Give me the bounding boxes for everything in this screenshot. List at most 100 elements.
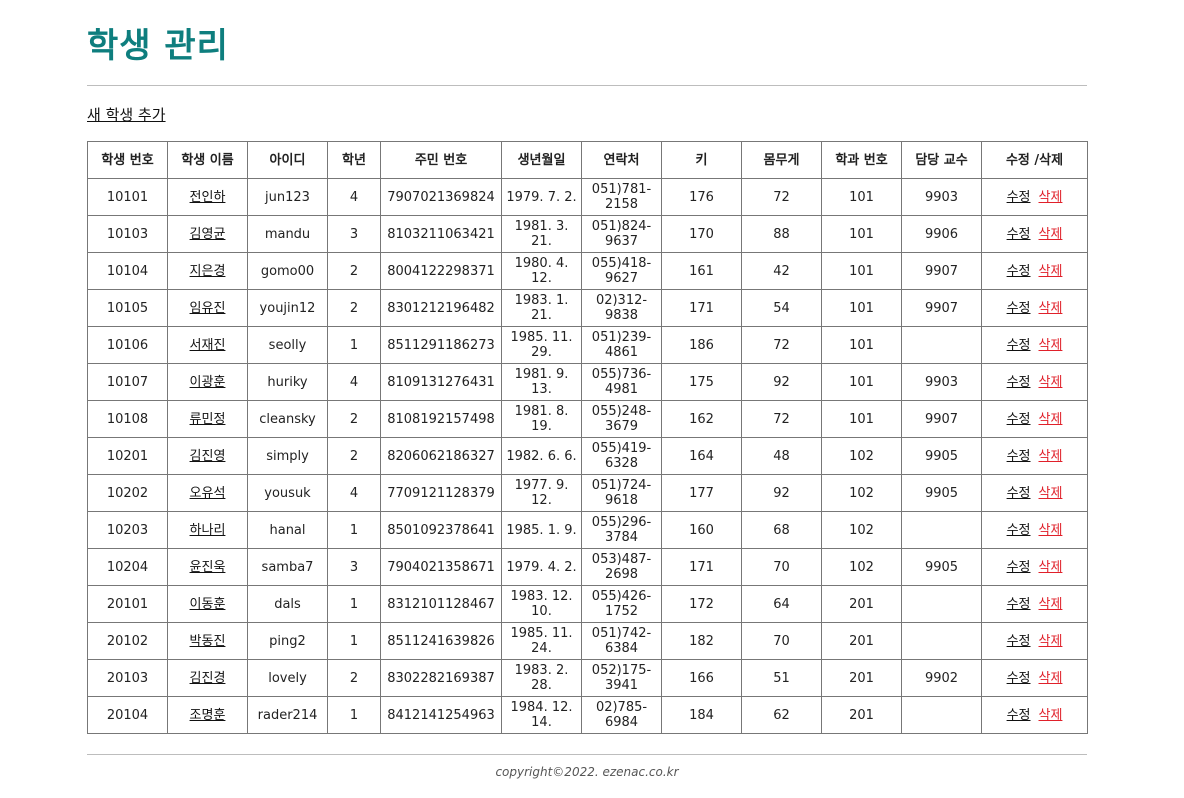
- delete-link[interactable]: 삭제: [1038, 411, 1063, 427]
- cell-resident-no: 7907021369824: [380, 178, 502, 216]
- edit-link[interactable]: 수정: [1006, 670, 1031, 686]
- edit-link[interactable]: 수정: [1006, 374, 1031, 390]
- cell-student-name[interactable]: 지은경: [167, 252, 248, 290]
- cell-resident-no: 8108192157498: [380, 400, 502, 438]
- delete-link[interactable]: 삭제: [1038, 300, 1063, 316]
- cell-weight: 72: [741, 400, 822, 438]
- student-name-link[interactable]: 이광훈: [189, 374, 226, 390]
- edit-link[interactable]: 수정: [1006, 189, 1031, 205]
- cell-height: 164: [661, 437, 742, 475]
- cell-professor: 9902: [901, 659, 982, 697]
- cell-user-id: dals: [247, 585, 328, 623]
- student-name-link[interactable]: 박동진: [189, 633, 226, 649]
- delete-link[interactable]: 삭제: [1038, 337, 1063, 353]
- cell-student-name[interactable]: 오유석: [167, 474, 248, 512]
- student-name-link[interactable]: 윤진욱: [189, 559, 226, 575]
- add-student-link[interactable]: 새 학생 추가: [87, 106, 166, 124]
- cell-student-name[interactable]: 류민정: [167, 400, 248, 438]
- delete-link[interactable]: 삭제: [1038, 189, 1063, 205]
- edit-link[interactable]: 수정: [1006, 485, 1031, 501]
- delete-link[interactable]: 삭제: [1038, 374, 1063, 390]
- cell-grade: 1: [327, 585, 381, 623]
- cell-actions: 수정 삭제: [981, 252, 1088, 290]
- cell-actions: 수정 삭제: [981, 215, 1088, 253]
- student-name-link[interactable]: 서재진: [189, 337, 226, 353]
- cell-student-name[interactable]: 임유진: [167, 289, 248, 327]
- delete-link[interactable]: 삭제: [1038, 263, 1063, 279]
- student-name-link[interactable]: 오유석: [189, 485, 226, 501]
- cell-dept-no: 101: [821, 178, 902, 216]
- cell-resident-no: 8302282169387: [380, 659, 502, 697]
- table-row: 10108 류민정 cleansky 2 8108192157498 1981. 8. 1…: [87, 400, 1088, 438]
- table-header-row: 학생 번호 학생 이름 아이디 학년 주민 번호 생년월일 연락처 키 몸무게 …: [87, 141, 1088, 179]
- delete-link[interactable]: 삭제: [1038, 522, 1063, 538]
- student-name-link[interactable]: 임유진: [189, 300, 226, 316]
- delete-link[interactable]: 삭제: [1038, 226, 1063, 242]
- cell-student-no: 10101: [87, 178, 168, 216]
- student-name-link[interactable]: 전인하: [189, 189, 226, 205]
- student-name-link[interactable]: 지은경: [189, 263, 226, 279]
- table-row: 20103 김진경 lovely 2 8302282169387 1983. 2. 28.…: [87, 659, 1088, 697]
- cell-student-name[interactable]: 전인하: [167, 178, 248, 216]
- cell-resident-no: 8412141254963: [380, 696, 502, 734]
- delete-link[interactable]: 삭제: [1038, 596, 1063, 612]
- table-row: 10106 서재진 seolly 1 8511291186273 1985. 11. 29…: [87, 326, 1088, 364]
- edit-link[interactable]: 수정: [1006, 411, 1031, 427]
- cell-resident-no: 8206062186327: [380, 437, 502, 475]
- cell-actions: 수정 삭제: [981, 511, 1088, 549]
- cell-grade: 4: [327, 363, 381, 401]
- cell-student-name[interactable]: 윤진욱: [167, 548, 248, 586]
- student-name-link[interactable]: 김영균: [189, 226, 226, 242]
- delete-link[interactable]: 삭제: [1038, 559, 1063, 575]
- student-name-link[interactable]: 조명훈: [189, 707, 226, 723]
- delete-link[interactable]: 삭제: [1038, 633, 1063, 649]
- cell-professor: 9907: [901, 252, 982, 290]
- cell-height: 182: [661, 622, 742, 660]
- cell-student-name[interactable]: 김영균: [167, 215, 248, 253]
- cell-dept-no: 102: [821, 437, 902, 475]
- cell-height: 177: [661, 474, 742, 512]
- student-name-link[interactable]: 김진경: [189, 670, 226, 686]
- edit-link[interactable]: 수정: [1006, 522, 1031, 538]
- cell-student-name[interactable]: 서재진: [167, 326, 248, 364]
- delete-link[interactable]: 삭제: [1038, 485, 1063, 501]
- delete-link[interactable]: 삭제: [1038, 670, 1063, 686]
- student-name-link[interactable]: 이동훈: [189, 596, 226, 612]
- cell-professor: 9907: [901, 289, 982, 327]
- cell-student-name[interactable]: 하나리: [167, 511, 248, 549]
- col-header-height: 키: [661, 141, 742, 179]
- cell-birthdate: 1980. 4. 12.: [501, 252, 582, 290]
- cell-student-name[interactable]: 이동훈: [167, 585, 248, 623]
- edit-link[interactable]: 수정: [1006, 300, 1031, 316]
- edit-link[interactable]: 수정: [1006, 633, 1031, 649]
- student-name-link[interactable]: 김진영: [189, 448, 226, 464]
- cell-grade: 2: [327, 659, 381, 697]
- cell-height: 175: [661, 363, 742, 401]
- edit-link[interactable]: 수정: [1006, 337, 1031, 353]
- delete-link[interactable]: 삭제: [1038, 448, 1063, 464]
- edit-link[interactable]: 수정: [1006, 226, 1031, 242]
- edit-link[interactable]: 수정: [1006, 448, 1031, 464]
- cell-grade: 3: [327, 548, 381, 586]
- cell-user-id: yousuk: [247, 474, 328, 512]
- edit-link[interactable]: 수정: [1006, 263, 1031, 279]
- cell-resident-no: 8511241639826: [380, 622, 502, 660]
- cell-student-name[interactable]: 김진영: [167, 437, 248, 475]
- student-name-link[interactable]: 하나리: [189, 522, 226, 538]
- delete-link[interactable]: 삭제: [1038, 707, 1063, 723]
- edit-link[interactable]: 수정: [1006, 596, 1031, 612]
- cell-student-name[interactable]: 이광훈: [167, 363, 248, 401]
- cell-actions: 수정 삭제: [981, 474, 1088, 512]
- cell-height: 176: [661, 178, 742, 216]
- footer-copyright: copyright©2022. ezenac.co.kr: [495, 765, 679, 779]
- edit-link[interactable]: 수정: [1006, 707, 1031, 723]
- cell-height: 161: [661, 252, 742, 290]
- cell-student-name[interactable]: 김진경: [167, 659, 248, 697]
- student-name-link[interactable]: 류민정: [189, 411, 226, 427]
- cell-dept-no: 101: [821, 252, 902, 290]
- cell-student-name[interactable]: 조명훈: [167, 696, 248, 734]
- cell-actions: 수정 삭제: [981, 363, 1088, 401]
- edit-link[interactable]: 수정: [1006, 559, 1031, 575]
- table-row: 10202 오유석 yousuk 4 7709121128379 1977. 9. 12.…: [87, 474, 1088, 512]
- cell-student-name[interactable]: 박동진: [167, 622, 248, 660]
